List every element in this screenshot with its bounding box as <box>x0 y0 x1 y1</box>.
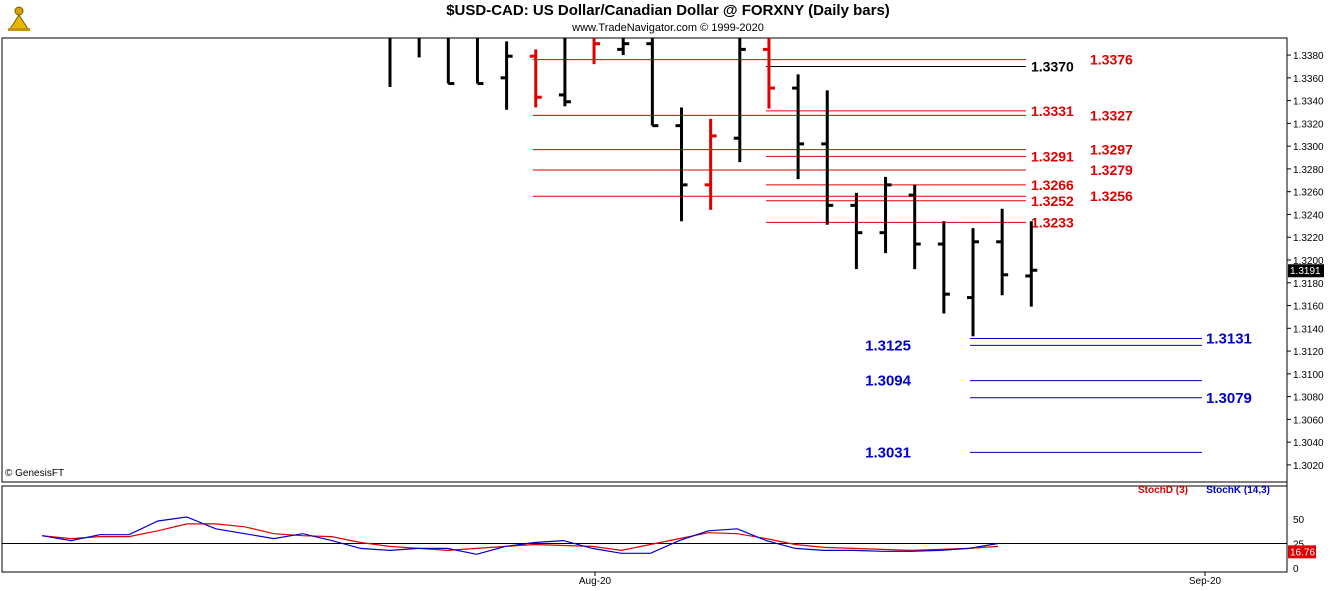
y-tick-label: 1.3280 <box>1293 165 1324 176</box>
y-tick-label: 1.3160 <box>1293 302 1324 313</box>
price-panel-frame <box>1 37 1288 483</box>
stoch-y-tick-label: 0 <box>1293 564 1299 575</box>
level-label: 1.3125 <box>865 337 911 354</box>
level-label: 1.3256 <box>1090 188 1133 204</box>
y-tick-label: 1.3200 <box>1293 256 1324 267</box>
last-price-label: 1.3191 <box>1290 266 1321 277</box>
y-tick-label: 1.3260 <box>1293 188 1324 199</box>
level-label: 1.3376 <box>1090 52 1133 68</box>
stoch-last-box <box>1288 545 1316 559</box>
y-tick-label: 1.3060 <box>1293 415 1324 426</box>
level-label: 1.3291 <box>1031 148 1074 164</box>
level-label: 1.3331 <box>1031 103 1074 119</box>
stoch-k-line <box>41 516 999 555</box>
y-tick-label: 1.3020 <box>1293 461 1324 472</box>
y-tick-label: 1.3360 <box>1293 74 1324 85</box>
y-tick-label: 1.3180 <box>1293 279 1324 290</box>
y-tick-label: 1.3080 <box>1293 393 1324 404</box>
level-label: 1.3279 <box>1090 162 1133 178</box>
stoch-y-tick-label: 25 <box>1293 540 1305 551</box>
level-label: 1.3031 <box>865 444 911 461</box>
x-tick-label: Aug-20 <box>579 576 612 587</box>
chart-title: $USD-CAD: US Dollar/Canadian Dollar @ FO… <box>446 2 890 19</box>
stoch-panel-frame <box>1 485 1288 573</box>
stoch-d-line <box>41 523 999 552</box>
y-tick-label: 1.3140 <box>1293 324 1324 335</box>
level-label: 1.3266 <box>1031 177 1074 193</box>
level-label: 1.3233 <box>1031 214 1074 230</box>
y-tick-label: 1.3120 <box>1293 347 1324 358</box>
level-label: 1.3131 <box>1206 331 1252 348</box>
stoch-k-legend: StochK (14,3) <box>1206 485 1270 496</box>
level-label: 1.3252 <box>1031 193 1074 209</box>
level-label: 1.3094 <box>865 373 912 390</box>
copyright-label: © GenesisFT <box>5 468 65 479</box>
level-label: 1.3370 <box>1031 58 1074 74</box>
chart-subtitle: www.TradeNavigator.com © 1999-2020 <box>572 22 764 34</box>
y-tick-label: 1.3340 <box>1293 97 1324 108</box>
stoch-d-legend: StochD (3) <box>1138 485 1188 496</box>
x-tick-label: Sep-20 <box>1189 576 1222 587</box>
last-price-box <box>1288 264 1324 278</box>
y-tick-label: 1.3240 <box>1293 210 1324 221</box>
stoch-last-label: 16.76 <box>1290 547 1315 558</box>
y-tick-label: 1.3300 <box>1293 142 1324 153</box>
y-tick-label: 1.3040 <box>1293 438 1324 449</box>
level-label: 1.3079 <box>1206 390 1252 407</box>
stoch-y-tick-label: 50 <box>1293 515 1305 526</box>
y-tick-label: 1.3220 <box>1293 233 1324 244</box>
y-tick-label: 1.3320 <box>1293 119 1324 130</box>
genesis-logo-icon <box>8 6 30 31</box>
y-tick-label: 1.3380 <box>1293 51 1324 62</box>
level-label: 1.3327 <box>1090 107 1133 123</box>
y-tick-label: 1.3100 <box>1293 370 1324 381</box>
price-bars <box>388 38 1038 337</box>
level-label: 1.3297 <box>1090 142 1133 158</box>
